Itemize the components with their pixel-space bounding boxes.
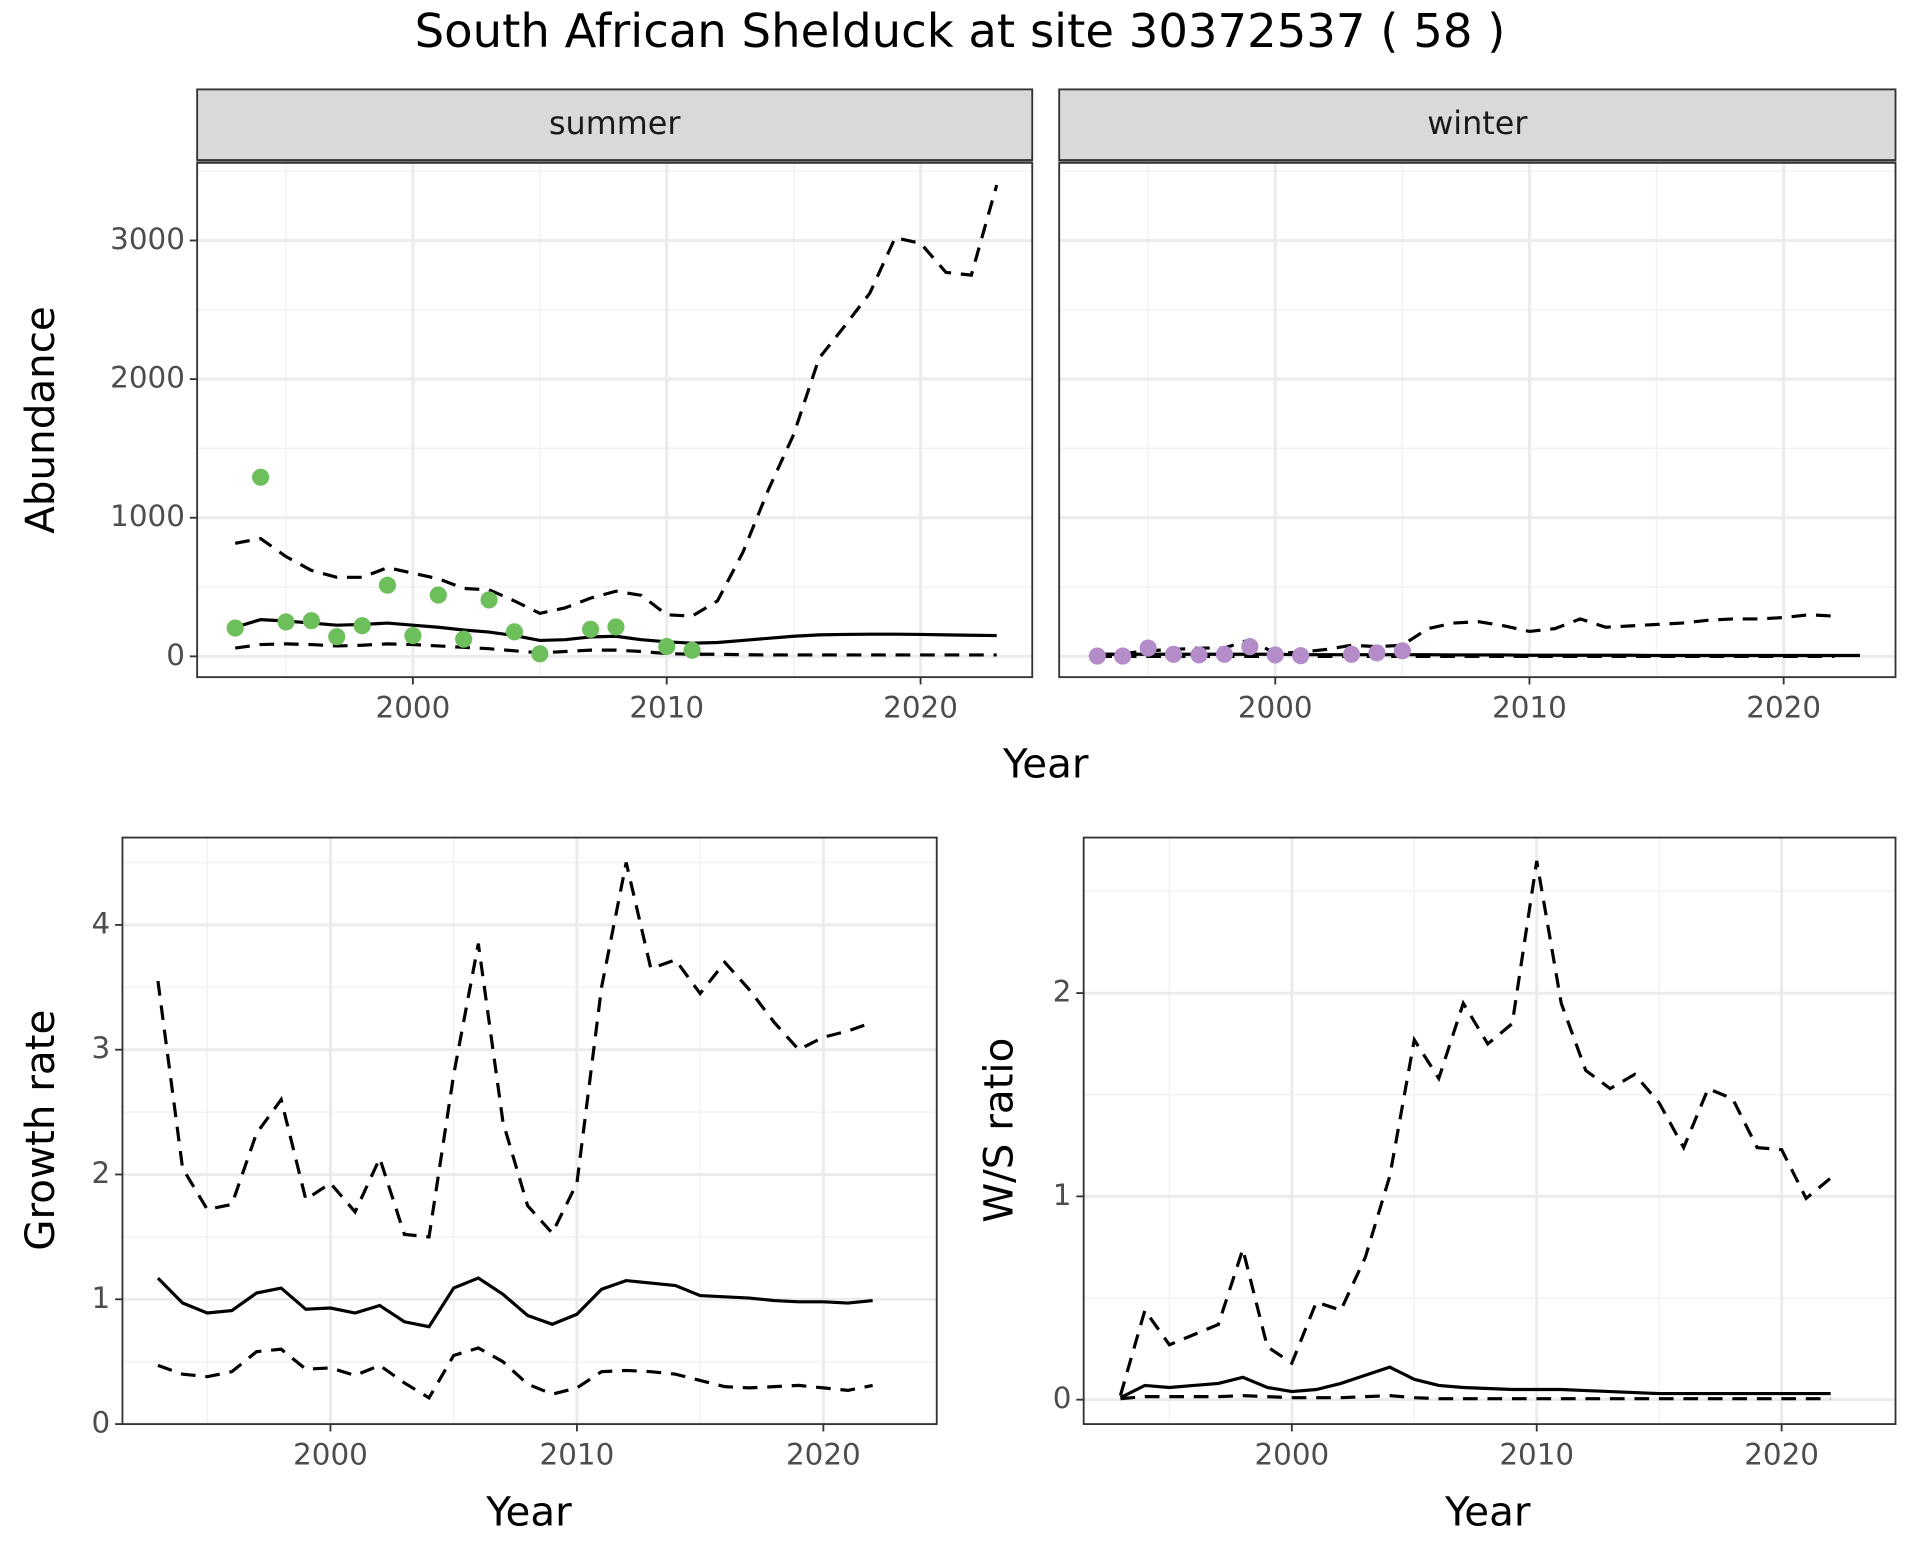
trend-line [1119,1365,1831,1400]
data-point [607,618,625,636]
y-tick-label: 3000 [110,222,185,256]
panel-border [1058,161,1897,679]
y-tick-label: 2 [1053,975,1072,1009]
data-point [404,626,422,645]
data-point [302,612,320,630]
data-point [531,645,549,663]
data-point [378,576,397,594]
y-tick-label: 0 [1053,1381,1072,1415]
y-tick-label: 0 [166,638,185,672]
panel-background [1083,837,1896,1425]
x-tick-label: 2010 [1499,1437,1574,1471]
data-point [353,617,371,635]
interval-line [1120,1394,1831,1401]
y-tick-label: 1000 [110,499,185,533]
trend-line [156,1276,873,1329]
y-axis-title: W/S ratio [975,1038,1023,1223]
x-tick-label: 2000 [376,690,451,724]
data-point [455,630,473,648]
data-point [505,623,524,641]
panel-border [1082,836,1897,1425]
data-point [429,586,447,604]
facet-label: winter [1427,104,1528,142]
x-tick-label: 2020 [786,1437,861,1471]
facet-label: summer [549,104,681,142]
panel-background [122,837,937,1425]
data-point [658,637,676,656]
y-tick-label: 1 [1053,1178,1072,1212]
y-tick-label: 2 [92,1156,111,1190]
x-tick-label: 2000 [293,1437,368,1471]
data-point [1342,645,1361,663]
figure-title: South African Shelduck at site 30372537 … [415,4,1506,58]
data-point [252,468,270,486]
x-axis-title: Year [485,1488,572,1536]
x-tick-label: 2010 [629,690,704,724]
data-point [226,619,244,637]
data-point [1190,646,1208,664]
data-point [480,591,498,609]
y-tick-label: 3 [92,1031,111,1065]
data-point [1139,639,1157,657]
interval-line [1118,860,1832,1397]
y-axis-title: Abundance [16,306,64,534]
panel-border [196,161,1034,679]
interval-line [156,862,874,1239]
interval-line [234,184,999,618]
data-point [277,613,295,631]
data-point [582,620,600,638]
x-tick-label: 2000 [1238,690,1313,724]
interval-line [234,642,997,657]
data-point [1165,645,1183,663]
facet-strip [196,88,1034,162]
data-point [1088,647,1106,665]
x-axis-title: Year [1002,740,1089,788]
data-point [1241,638,1259,656]
y-tick-label: 1 [92,1281,111,1315]
x-tick-label: 2010 [1492,690,1567,724]
x-axis-title: Year [1444,1488,1531,1536]
x-tick-label: 2020 [1744,1437,1819,1471]
data-point [1215,645,1233,663]
data-point [1393,642,1411,660]
panel-background [1059,162,1896,678]
y-axis-title: Growth rate [16,1010,64,1251]
data-point [328,628,346,646]
x-tick-label: 2010 [540,1437,615,1471]
interval-line [157,1346,873,1401]
x-tick-label: 2000 [1254,1437,1329,1471]
data-point [1114,647,1132,665]
data-point [683,641,701,659]
data-point [1292,647,1310,665]
data-point [1368,644,1386,662]
panel-border [121,836,938,1425]
x-tick-label: 2020 [1746,690,1821,724]
y-tick-label: 0 [92,1406,111,1440]
y-tick-label: 4 [92,906,111,940]
data-point [1266,646,1284,664]
x-tick-label: 2020 [883,690,958,724]
y-tick-label: 2000 [110,361,185,395]
